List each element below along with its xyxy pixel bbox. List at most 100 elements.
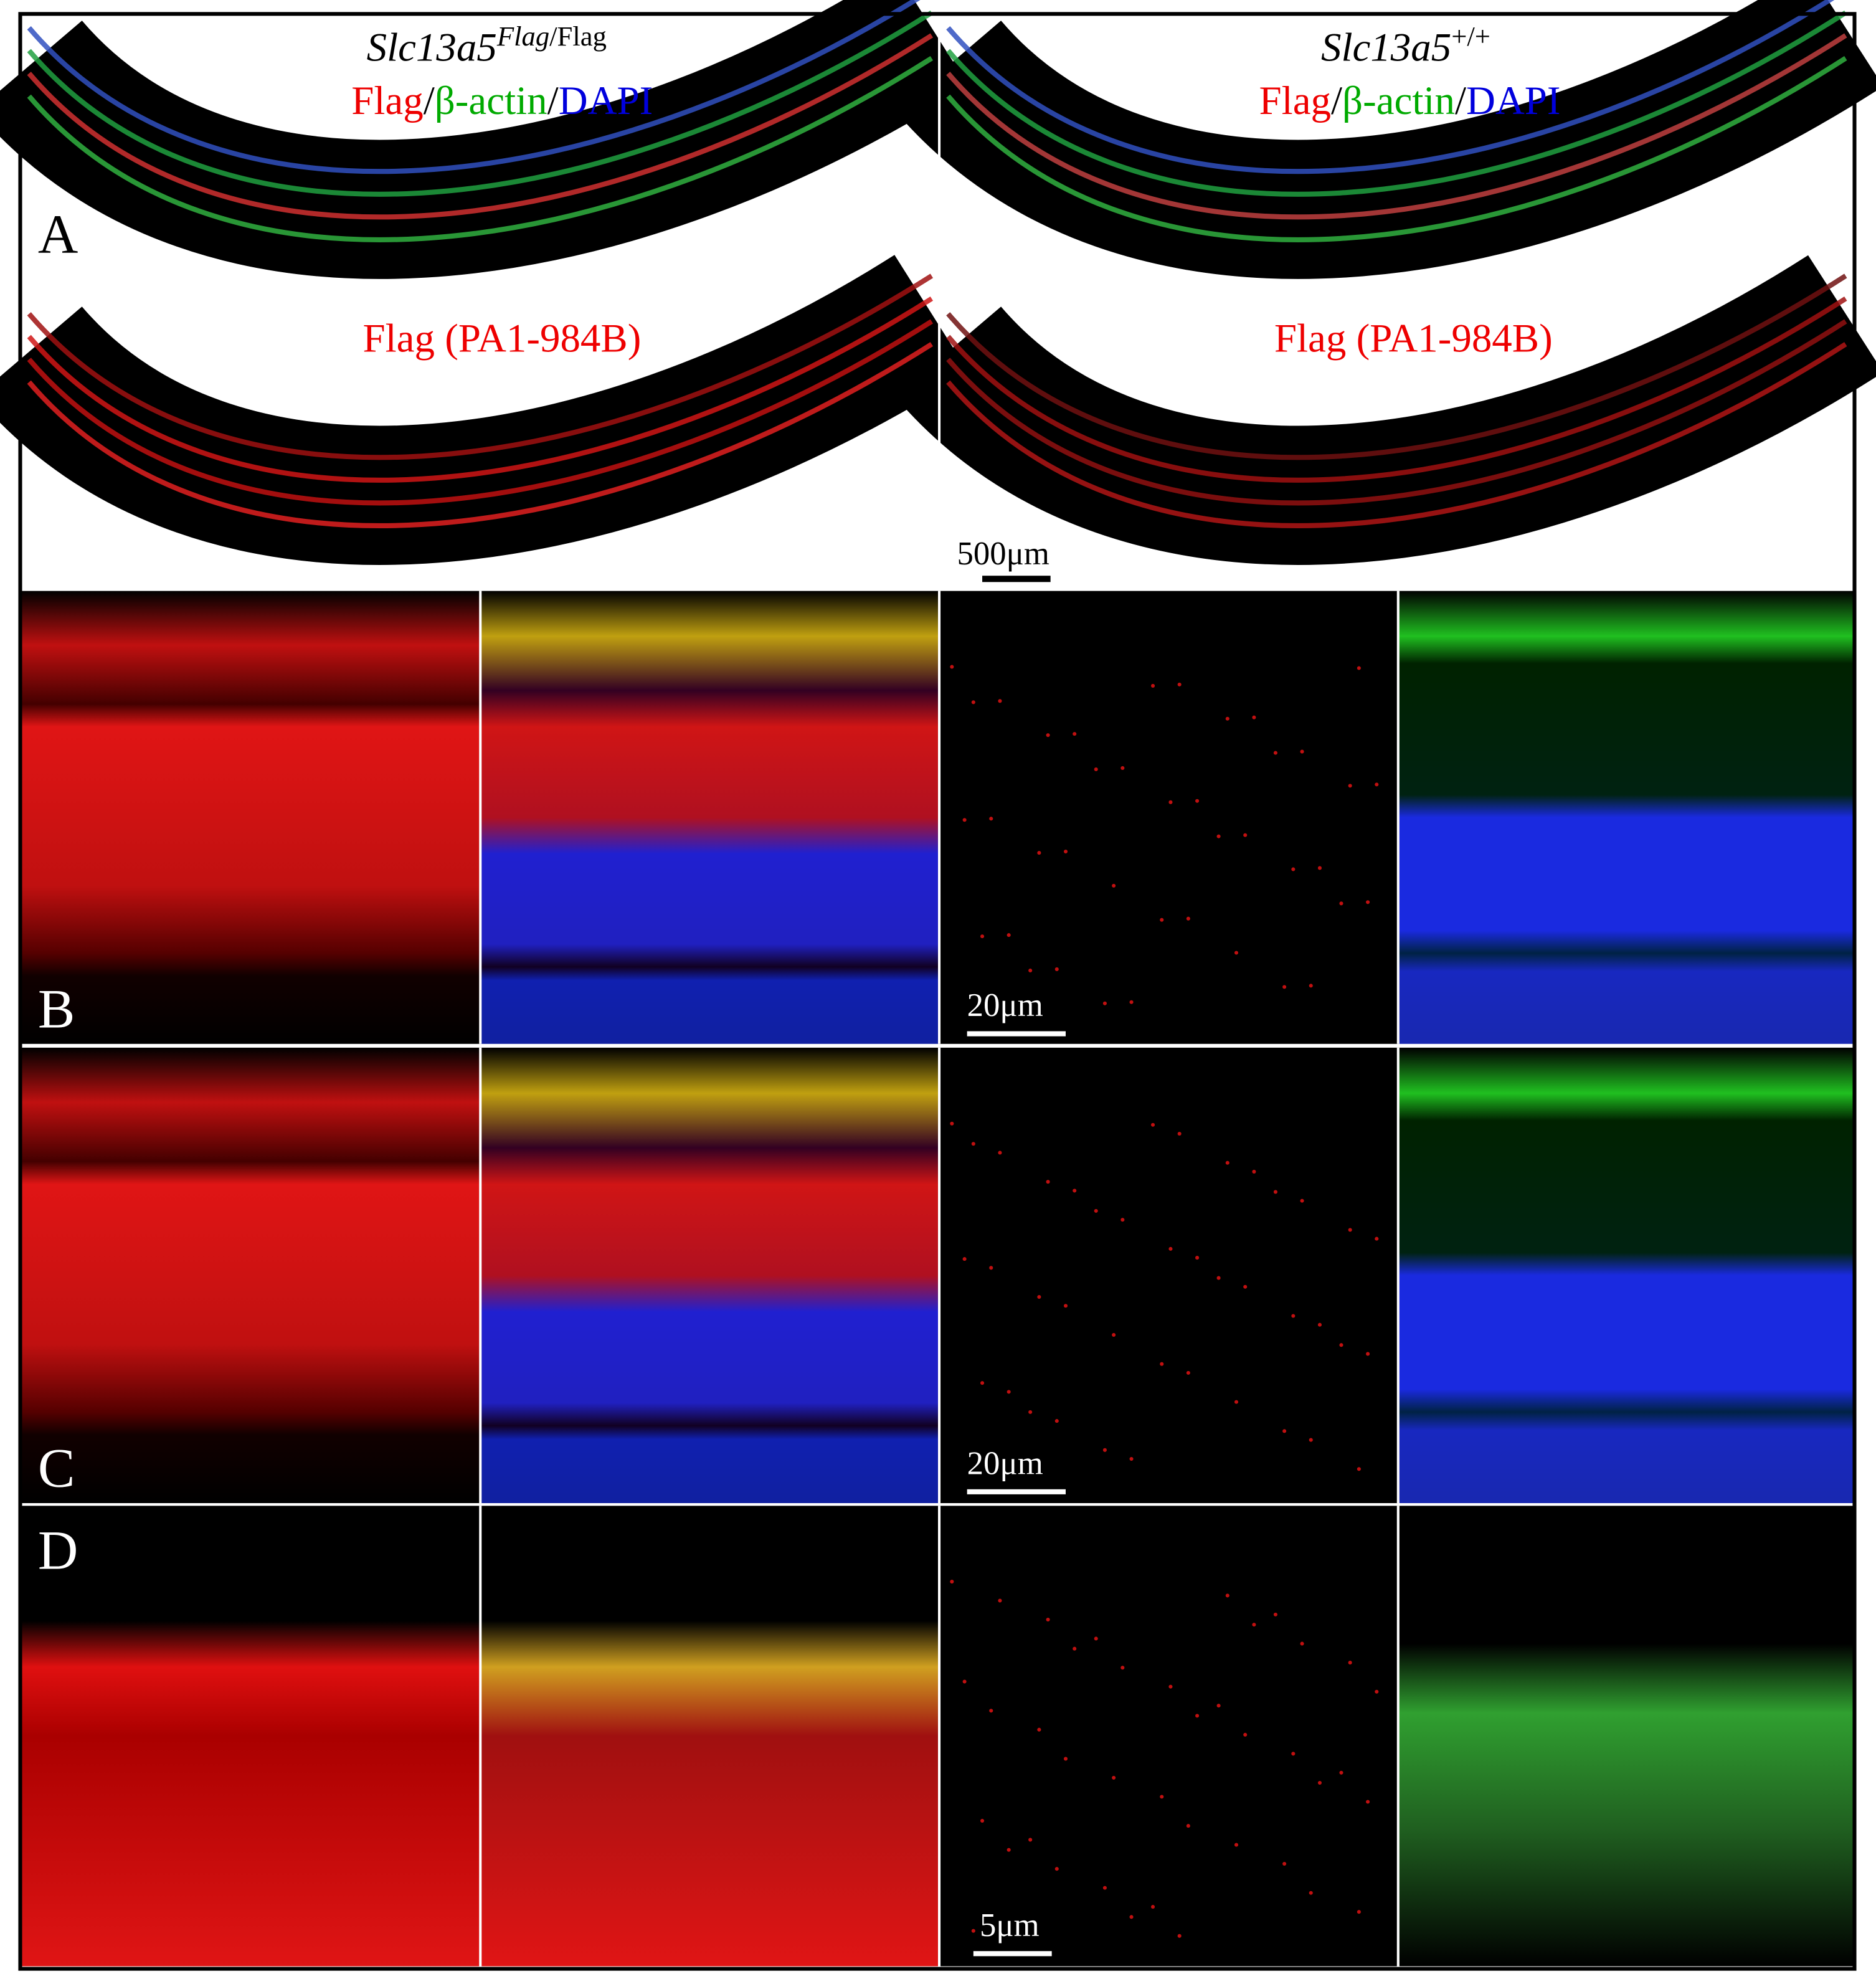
genotype-right: Slc13a5+/+	[1321, 21, 1490, 70]
speck	[1037, 1294, 1041, 1299]
speck	[1252, 1623, 1256, 1627]
speck	[1120, 1218, 1125, 1222]
speck	[1073, 732, 1077, 736]
scale-bar	[967, 1489, 1066, 1494]
tissue-layer	[946, 0, 1835, 174]
speck	[1150, 1123, 1155, 1127]
speck	[1129, 1456, 1134, 1461]
tissue	[0, 255, 969, 565]
speck	[1234, 1400, 1239, 1404]
speck	[1168, 1246, 1173, 1251]
speck	[1063, 849, 1068, 854]
scale-bar-label: 500μm	[957, 536, 1049, 572]
speck	[1054, 967, 1059, 971]
speck	[950, 1580, 954, 1584]
micrograph	[1398, 591, 1855, 1044]
micrograph	[20, 1506, 481, 1967]
speck	[1339, 1770, 1343, 1775]
speck	[1054, 1419, 1059, 1423]
speck	[1177, 1934, 1182, 1938]
speck	[1063, 1757, 1068, 1761]
speck	[1357, 666, 1361, 670]
tissue-layer	[27, 319, 934, 506]
speck	[1046, 1180, 1050, 1184]
tissue-layer	[946, 342, 1847, 529]
speck	[1177, 682, 1182, 686]
speck	[1186, 1824, 1190, 1828]
tissue-layer	[27, 273, 934, 460]
speck	[989, 817, 993, 821]
speck	[1339, 901, 1343, 906]
panel-label: B	[38, 978, 75, 1040]
speck	[1150, 683, 1155, 688]
speck	[1309, 984, 1313, 988]
speck	[1300, 749, 1304, 754]
speck	[1234, 951, 1239, 955]
speck	[1273, 1190, 1277, 1194]
speck	[1007, 1848, 1011, 1852]
tissue-layer	[27, 0, 921, 174]
speck	[1243, 1732, 1248, 1737]
speck	[1129, 1915, 1134, 1919]
speck	[962, 1257, 967, 1261]
speck	[1160, 1795, 1164, 1799]
speck	[1252, 715, 1256, 719]
tissue-layer	[946, 296, 1847, 483]
speck	[962, 818, 967, 822]
panel-label: D	[38, 1520, 78, 1582]
speck	[1309, 1891, 1313, 1895]
stains-left: Flag/β-actin/DAPI	[351, 78, 653, 123]
speck	[1037, 851, 1041, 855]
speck	[1273, 751, 1277, 755]
speck	[1309, 1438, 1313, 1442]
speck	[950, 1121, 954, 1126]
speck	[1317, 1780, 1322, 1785]
speck	[1357, 1467, 1361, 1471]
lower-label-left: Flag (PA1-984B)	[363, 316, 642, 361]
speck	[980, 1381, 985, 1385]
scale-bar	[967, 1031, 1066, 1037]
tissue-layer	[27, 56, 934, 242]
speck	[1366, 900, 1370, 904]
speck	[1129, 1000, 1134, 1004]
speck	[1195, 1256, 1200, 1260]
frame	[18, 12, 1857, 1971]
micrograph	[480, 1506, 940, 1967]
tissue-layer	[27, 342, 934, 529]
scale-bar-label: 20μm	[967, 987, 1043, 1023]
speck	[1177, 1131, 1182, 1136]
speck	[1291, 867, 1296, 871]
speck	[1357, 1910, 1361, 1914]
tissue-layer	[27, 33, 934, 220]
micrograph	[480, 591, 940, 1044]
speck	[998, 1598, 1002, 1603]
speck	[1282, 1429, 1287, 1433]
tissue	[895, 255, 1876, 565]
speck	[1225, 716, 1229, 721]
speck	[1195, 799, 1200, 803]
speck	[962, 1679, 967, 1684]
speck	[1028, 1838, 1033, 1842]
micrograph	[20, 591, 481, 1044]
micrograph	[1398, 1506, 1855, 1967]
lower-label-right: Flag (PA1-984B)	[1274, 316, 1553, 361]
panel-label: A	[38, 204, 78, 265]
speck	[1112, 1775, 1116, 1780]
speck	[1063, 1304, 1068, 1308]
speck	[1102, 1448, 1107, 1452]
speck	[980, 1818, 985, 1823]
panel-label: C	[38, 1438, 75, 1499]
speck	[1168, 800, 1173, 804]
speck	[1243, 833, 1248, 837]
micrograph	[939, 1047, 1398, 1504]
speck	[1282, 985, 1287, 989]
speck	[1375, 782, 1379, 787]
tissue-layer	[946, 273, 1847, 460]
tissue-layer	[946, 56, 1847, 242]
speck	[1120, 1666, 1125, 1670]
scale-bar-label: 20μm	[967, 1445, 1043, 1481]
divider	[20, 588, 1855, 591]
